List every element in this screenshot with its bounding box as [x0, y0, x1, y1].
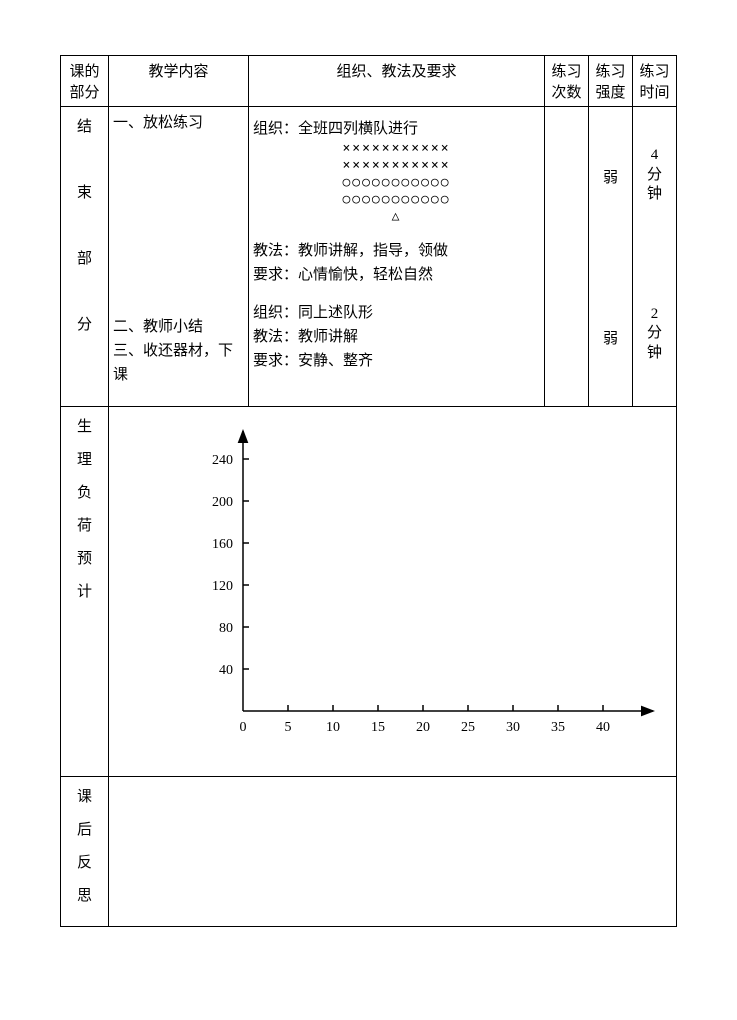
svg-text:80: 80 [219, 621, 233, 636]
svg-text:10: 10 [326, 720, 340, 735]
svg-text:25: 25 [461, 720, 475, 735]
svg-text:40: 40 [219, 663, 233, 678]
reflection-label: 课 后 反 思 [61, 777, 109, 927]
method-cell: 组织：全班四列横队进行 ××××××××××× ××××××××××× ○○○○… [249, 107, 545, 407]
time-cell: 4 分 钟 2 分 钟 [633, 107, 677, 407]
content-item-2: 二、教师小结 [113, 315, 244, 339]
content-item-3: 三、收还器材，下课 [113, 339, 244, 387]
physio-chart: 40 80 120 160 200 240 0 5 10 15 20 25 30 35 40 [113, 411, 673, 751]
svg-text:120: 120 [212, 579, 233, 594]
svg-text:200: 200 [212, 495, 233, 510]
end-section-label: 结 束 部 分 [61, 107, 109, 407]
chart-cell: 40 80 120 160 200 240 0 5 10 15 20 25 30 35 40 [109, 407, 677, 777]
svg-text:20: 20 [416, 720, 430, 735]
end-section-row: 结 束 部 分 一、放松练习 二、教师小结 三、收还器材，下课 组织：全班四列横… [61, 107, 677, 407]
req-1: 要求：心情愉快，轻松自然 [253, 263, 540, 287]
svg-text:40: 40 [596, 720, 610, 735]
svg-text:35: 35 [551, 720, 565, 735]
reflection-row: 课 后 反 思 [61, 777, 677, 927]
svg-text:30: 30 [506, 720, 520, 735]
intensity-1: 弱 [593, 166, 628, 187]
svg-text:160: 160 [212, 537, 233, 552]
formation-diagram: ××××××××××× ××××××××××× ○○○○○○○○○○○ ○○○○… [253, 141, 540, 225]
count-cell [545, 107, 589, 407]
svg-text:0: 0 [240, 720, 247, 735]
time-2: 2 分 钟 [637, 305, 672, 364]
svg-text:240: 240 [212, 453, 233, 468]
hdr-intensity: 练习强度 [589, 56, 633, 107]
req-2: 要求：安静、整齐 [253, 349, 540, 373]
time-1: 4 分 钟 [637, 146, 672, 205]
svg-text:15: 15 [371, 720, 385, 735]
hdr-content: 教学内容 [109, 56, 249, 107]
hdr-part: 课的部分 [61, 56, 109, 107]
hdr-method: 组织、教法及要求 [249, 56, 545, 107]
intensity-cell: 弱 弱 [589, 107, 633, 407]
physio-label: 生 理 负 荷 预 计 [61, 407, 109, 777]
teach-1: 教法：教师讲解，指导，领做 [253, 239, 540, 263]
physio-row: 生 理 负 荷 预 计 40 80 120 160 200 240 0 5 10 15 20 25 30… [61, 407, 677, 777]
intensity-2: 弱 [593, 327, 628, 348]
content-item-1: 一、放松练习 [113, 111, 244, 135]
header-row: 课的部分 教学内容 组织、教法及要求 练习次数 练习强度 练习时间 [61, 56, 677, 107]
lesson-plan-table: 课的部分 教学内容 组织、教法及要求 练习次数 练习强度 练习时间 结 束 部 … [60, 55, 677, 927]
org-2: 组织：同上述队形 [253, 301, 540, 325]
teach-2: 教法：教师讲解 [253, 325, 540, 349]
reflection-cell [109, 777, 677, 927]
org-1: 组织：全班四列横队进行 [253, 117, 540, 141]
svg-text:5: 5 [285, 720, 292, 735]
hdr-time: 练习时间 [633, 56, 677, 107]
teaching-content-cell: 一、放松练习 二、教师小结 三、收还器材，下课 [109, 107, 249, 407]
hdr-count: 练习次数 [545, 56, 589, 107]
